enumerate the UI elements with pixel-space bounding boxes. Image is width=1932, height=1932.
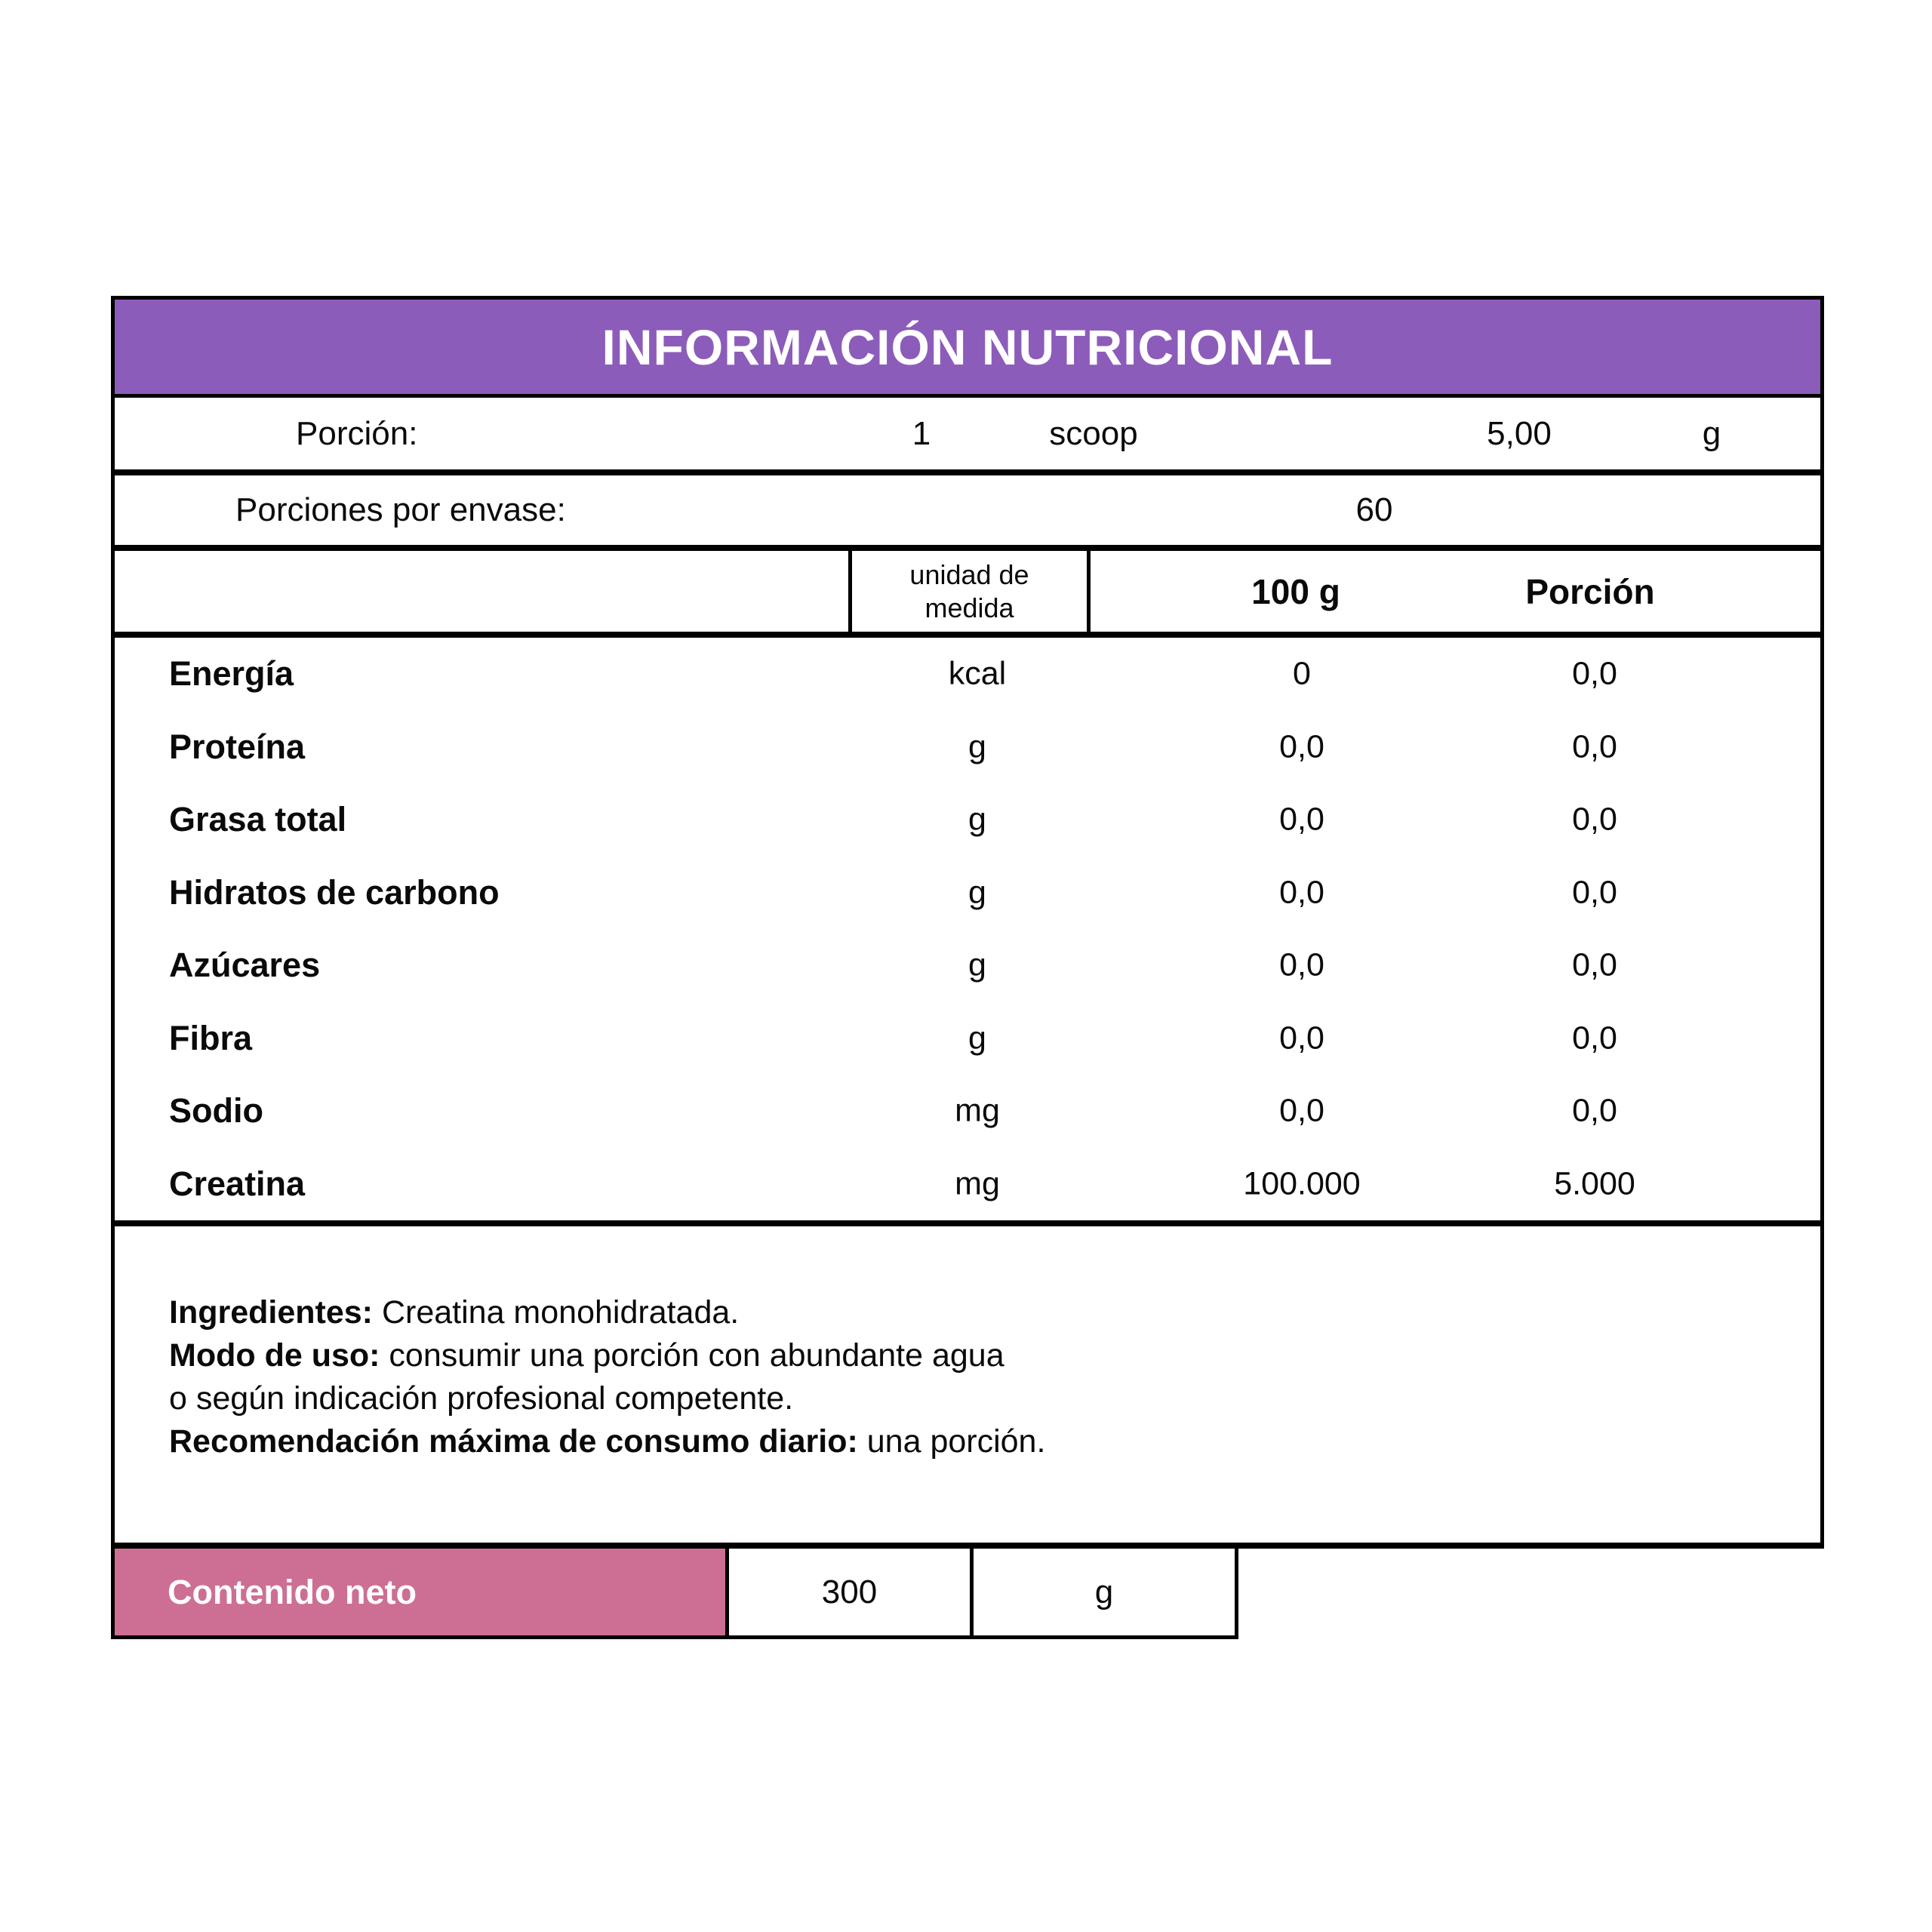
nutrient-unit: g <box>968 728 986 765</box>
recommendation-label: Recomendación máxima de consumo diario: <box>169 1423 858 1460</box>
label-main-box: INFORMACIÓN NUTRICIONAL Porción: 1 scoop… <box>111 296 1824 1549</box>
nutrient-unit: g <box>968 1020 986 1057</box>
table-row: Proteína g 0,0 0,0 <box>115 711 1820 784</box>
nutrient-portion: 5.000 <box>1554 1165 1635 1202</box>
nutrient-portion: 0,0 <box>1572 801 1617 838</box>
table-row: Fibra g 0,0 0,0 <box>115 1002 1820 1075</box>
nutrient-per100: 0,0 <box>1279 874 1324 911</box>
nutrient-portion: 0,0 <box>1572 1092 1617 1129</box>
nutrient-per100: 0,0 <box>1279 1092 1324 1129</box>
nutrient-portion: 0,0 <box>1572 728 1617 765</box>
nutrient-portion: 0,0 <box>1572 655 1617 692</box>
serving-measure: scoop <box>1049 414 1138 452</box>
ingredients-text: Creatina monohidratada. <box>381 1294 740 1331</box>
nutrient-unit: mg <box>955 1165 1000 1202</box>
nutrition-label: INFORMACIÓN NUTRICIONAL Porción: 1 scoop… <box>111 296 1824 1639</box>
serving-label: Porción: <box>296 414 418 452</box>
label-title: INFORMACIÓN NUTRICIONAL <box>601 318 1334 375</box>
nutrient-name: Proteína <box>169 727 306 766</box>
nutrient-name: Azúcares <box>169 946 321 985</box>
net-content-value-cell: 300 <box>729 1549 974 1635</box>
unit-of-measure-header-cell: unidad de medida <box>848 551 1091 632</box>
usage-line-2: o según indicación profesional competent… <box>169 1377 1752 1420</box>
usage-text-2: o según indicación profesional competent… <box>169 1380 794 1417</box>
usage-text-1: consumir una porción con abundante agua <box>389 1337 1004 1374</box>
serving-row: Porción: 1 scoop 5,00 g <box>115 398 1820 475</box>
nutrient-name: Creatina <box>169 1164 306 1203</box>
net-content-unit-cell: g <box>974 1549 1235 1635</box>
notes-section: Ingredientes: Creatina monohidratada. Mo… <box>115 1226 1820 1543</box>
nutrient-portion: 0,0 <box>1572 946 1617 983</box>
serving-amount-unit: g <box>1702 414 1721 452</box>
servings-per-container-row: Porciones por envase: 60 <box>115 475 1820 551</box>
nutrient-per100: 100.000 <box>1243 1165 1361 1202</box>
serving-count: 1 <box>912 414 931 452</box>
per-100g-header: 100 g <box>1251 571 1340 611</box>
nutrient-name: Energía <box>169 654 294 694</box>
table-column-header-row: unidad de medida 100 g Porción <box>115 551 1820 638</box>
nutrient-unit: kcal <box>948 655 1007 692</box>
usage-line-1: Modo de uso: consumir una porción con ab… <box>169 1334 1752 1377</box>
servings-per-container-label: Porciones por envase: <box>235 491 566 528</box>
nutrient-per100: 0,0 <box>1279 946 1324 983</box>
recommendation-line: Recomendación máxima de consumo diario: … <box>169 1420 1752 1463</box>
nutrient-per100: 0,0 <box>1279 728 1324 765</box>
nutrient-unit: g <box>968 801 986 838</box>
label-title-band: INFORMACIÓN NUTRICIONAL <box>115 300 1820 398</box>
table-row: Grasa total g 0,0 0,0 <box>115 783 1820 857</box>
nutrient-per100: 0,0 <box>1279 1020 1324 1057</box>
nutrient-portion: 0,0 <box>1572 874 1617 911</box>
ingredients-label: Ingredientes: <box>169 1294 373 1331</box>
usage-label: Modo de uso: <box>169 1337 380 1374</box>
nutrient-name: Sodio <box>169 1091 263 1131</box>
nutrient-per100: 0 <box>1293 655 1311 692</box>
net-content-unit: g <box>1094 1573 1114 1611</box>
unit-header-line1: unidad de <box>909 558 1029 590</box>
net-content-row: Contenido neto 300 g <box>111 1549 1238 1639</box>
nutrient-name: Grasa total <box>169 800 347 839</box>
ingredients-line: Ingredientes: Creatina monohidratada. <box>169 1291 1752 1334</box>
net-content-value: 300 <box>821 1573 878 1611</box>
table-row: Creatina mg 100.000 5.000 <box>115 1148 1820 1221</box>
nutrient-unit: mg <box>955 1092 1000 1129</box>
recommendation-text: una porción. <box>866 1423 1046 1460</box>
table-row: Hidratos de carbono g 0,0 0,0 <box>115 857 1820 930</box>
nutrient-name: Hidratos de carbono <box>169 872 500 912</box>
unit-header-line2: medida <box>924 592 1014 623</box>
serving-amount: 5,00 <box>1487 414 1552 452</box>
table-row: Sodio mg 0,0 0,0 <box>115 1075 1820 1148</box>
nutrient-unit: g <box>968 946 986 983</box>
nutrient-table-body: Energía kcal 0 0,0 Proteína g 0,0 0,0 Gr… <box>115 638 1820 1226</box>
nutrient-unit: g <box>968 874 986 911</box>
servings-per-container-value: 60 <box>1355 491 1393 528</box>
net-content-label: Contenido neto <box>168 1572 417 1611</box>
nutrient-portion: 0,0 <box>1572 1020 1617 1057</box>
portion-header: Porción <box>1525 571 1655 611</box>
nutrient-per100: 0,0 <box>1279 801 1324 838</box>
table-row: Azúcares g 0,0 0,0 <box>115 929 1820 1002</box>
table-row: Energía kcal 0 0,0 <box>115 638 1820 711</box>
net-content-label-cell: Contenido neto <box>115 1549 729 1635</box>
nutrient-name: Fibra <box>169 1018 253 1057</box>
